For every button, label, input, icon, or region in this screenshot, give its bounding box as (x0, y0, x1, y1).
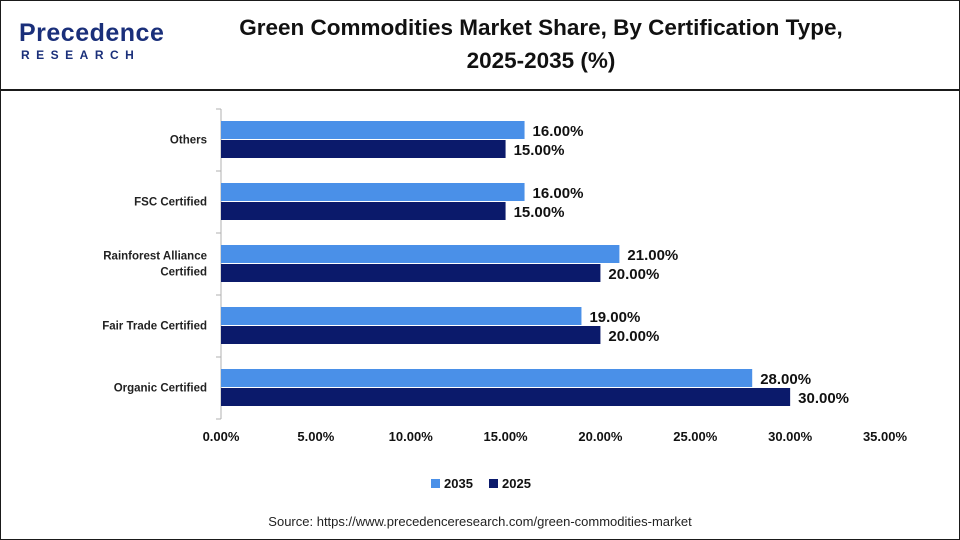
data-label: 16.00% (533, 185, 584, 202)
data-label: 15.00% (514, 204, 565, 221)
legend-swatch-2035 (431, 479, 440, 488)
data-label: 20.00% (608, 328, 659, 345)
x-tick-label: 15.00% (484, 429, 529, 444)
brand-tagline: RESEARCH (21, 48, 141, 62)
x-tick-label: 25.00% (673, 429, 718, 444)
bar-2035 (221, 183, 525, 201)
category-label: Others (170, 135, 207, 147)
header: Precedence RESEARCH Green Commodities Ma… (1, 1, 959, 91)
data-label: 21.00% (627, 247, 678, 264)
category-label: Fair Trade Certified (102, 321, 207, 333)
x-tick-label: 30.00% (768, 429, 813, 444)
bar-2025 (221, 264, 601, 282)
bar-2035 (221, 369, 753, 387)
brand-logo: Precedence RESEARCH (19, 19, 169, 69)
category-label: Certified (160, 267, 207, 279)
x-tick-label: 20.00% (578, 429, 623, 444)
legend-swatch-2025 (489, 479, 498, 488)
bar-2035 (221, 245, 620, 263)
bar-2025 (221, 326, 601, 344)
category-label: Rainforest Alliance (103, 251, 207, 263)
chart-title-line-2: 2025-2035 (%) (466, 48, 616, 73)
data-label: 28.00% (760, 371, 811, 388)
category-label: FSC Certified (134, 197, 207, 209)
data-label: 20.00% (608, 266, 659, 283)
legend-label-2035: 2035 (444, 476, 473, 491)
data-label: 16.00% (533, 123, 584, 140)
brand-name: Precedence (19, 19, 165, 47)
chart-title-line-1: Green Commodities Market Share, By Certi… (239, 15, 843, 40)
legend-label-2025: 2025 (502, 476, 531, 491)
bar-2035 (221, 121, 525, 139)
x-tick-label: 35.00% (863, 429, 908, 444)
x-tick-label: 5.00% (297, 429, 334, 444)
category-label: Organic Certified (114, 383, 207, 395)
bar-2025 (221, 140, 506, 158)
data-label: 15.00% (514, 142, 565, 159)
bar-2025 (221, 202, 506, 220)
data-label: 19.00% (589, 309, 640, 326)
chart-title: Green Commodities Market Share, By Certi… (181, 11, 901, 77)
source-note: Source: https://www.precedenceresearch.c… (268, 514, 692, 529)
bar-chart: 16.00% 15.00% Others 16.00% 15.00% FSC Certif… (102, 108, 908, 491)
bar-2035 (221, 307, 582, 325)
x-tick-label: 10.00% (389, 429, 434, 444)
data-label: 30.00% (798, 390, 849, 407)
x-tick-label: 0.00% (203, 429, 240, 444)
bar-2025 (221, 388, 791, 406)
